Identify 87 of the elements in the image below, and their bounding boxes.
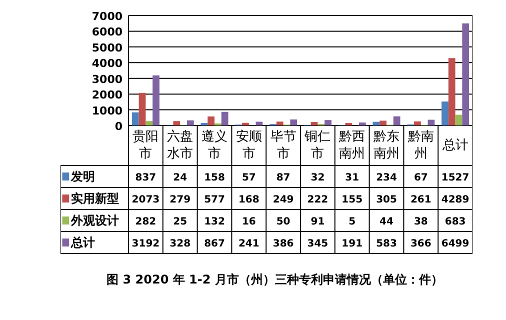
- bar: [310, 122, 318, 126]
- bar: [414, 121, 421, 126]
- x-tick-label: 毕节市: [270, 129, 296, 162]
- data-label: 31: [345, 172, 360, 184]
- bar: [372, 122, 380, 126]
- y-tick-label: 6000: [92, 26, 123, 39]
- data-label: 5: [348, 216, 356, 228]
- bar: [358, 122, 366, 126]
- bar: [324, 120, 332, 126]
- bar: [138, 92, 146, 126]
- x-tick-label: 总计: [441, 138, 468, 153]
- legend-label: 实用新型: [70, 192, 119, 206]
- bar: [380, 120, 386, 126]
- x-tick-label: 六盘水市: [167, 129, 194, 162]
- data-label: 366: [410, 238, 432, 250]
- y-tick-label: 3000: [92, 72, 123, 86]
- data-label: 249: [272, 194, 294, 206]
- text: 图 3 2020 年 1-2 月市（州）三种专利申请情况（单位：件）: [106, 272, 443, 286]
- bar: [146, 121, 153, 126]
- legend-label: 总计: [70, 236, 95, 250]
- x-tick-label: 安顺市: [236, 128, 262, 162]
- x-tick-label: 遵义市: [202, 128, 228, 162]
- y-tick-label: 7000: [92, 10, 123, 23]
- data-label: 16: [242, 216, 256, 228]
- x-tick-label: 黔南州: [406, 129, 434, 162]
- y-tick-label: 1000: [92, 104, 123, 118]
- bar: [256, 122, 263, 126]
- data-label: 158: [204, 172, 225, 184]
- data-label: 44: [380, 216, 394, 228]
- data-label: 577: [204, 194, 225, 206]
- data-label: 222: [307, 194, 328, 206]
- data-label: 155: [342, 194, 363, 206]
- bar: [442, 102, 448, 126]
- bar: [208, 116, 214, 126]
- data-label: 38: [414, 216, 428, 228]
- x-tick-label: 铜仁市: [304, 129, 331, 162]
- data-label: 191: [342, 238, 363, 250]
- data-label: 279: [170, 194, 191, 206]
- data-label: 328: [170, 238, 191, 250]
- data-label: 67: [414, 172, 428, 184]
- data-label: 867: [204, 238, 225, 250]
- bar: [448, 58, 456, 126]
- data-label: 261: [410, 194, 432, 206]
- bar: [132, 112, 139, 126]
- bar: [428, 120, 435, 126]
- data-label: 683: [444, 216, 466, 228]
- data-label: 305: [376, 194, 397, 206]
- data-label: 24: [173, 172, 188, 184]
- bar: [242, 122, 249, 126]
- data-label: 50: [276, 216, 290, 228]
- data-label: 1527: [441, 172, 470, 184]
- data-label: 282: [135, 216, 156, 228]
- x-tick-label: 黔东南州: [372, 129, 400, 162]
- bar: [290, 119, 298, 126]
- bar: [152, 75, 160, 126]
- bar: [455, 114, 462, 126]
- data-label: 32: [310, 172, 325, 184]
- data-label: 837: [135, 172, 156, 184]
- data-label: 168: [238, 194, 260, 206]
- data-label: 91: [310, 216, 325, 228]
- y-tick-label: 5000: [92, 41, 123, 54]
- data-label: 2073: [132, 194, 160, 206]
- data-label: 345: [307, 238, 328, 250]
- bar: [462, 23, 470, 126]
- y-tick-label: 2000: [92, 88, 123, 102]
- legend-label: 外观设计: [70, 214, 119, 228]
- data-label: 386: [272, 238, 294, 250]
- x-tick-label: 贵阳市: [132, 129, 159, 162]
- data-label: 583: [376, 238, 397, 250]
- bar: [221, 112, 228, 126]
- y-tick-label: 4000: [92, 57, 123, 70]
- data-label: 87: [276, 172, 290, 184]
- data-label: 3192: [132, 238, 160, 250]
- bar: [393, 116, 400, 126]
- data-label: 132: [204, 216, 225, 228]
- legend-label: 发明: [70, 170, 95, 184]
- data-label: 4289: [441, 194, 470, 206]
- data-label: 241: [238, 238, 260, 250]
- data-label: 25: [173, 216, 188, 228]
- bar: [186, 120, 194, 126]
- bar: [276, 122, 284, 126]
- data-label: 57: [242, 172, 256, 184]
- y-tick-label: 0: [114, 120, 123, 133]
- bar: [173, 121, 180, 126]
- data-label: 234: [376, 172, 397, 184]
- x-tick-label: 黔西南州: [338, 129, 366, 162]
- data-label: 6499: [441, 238, 470, 250]
